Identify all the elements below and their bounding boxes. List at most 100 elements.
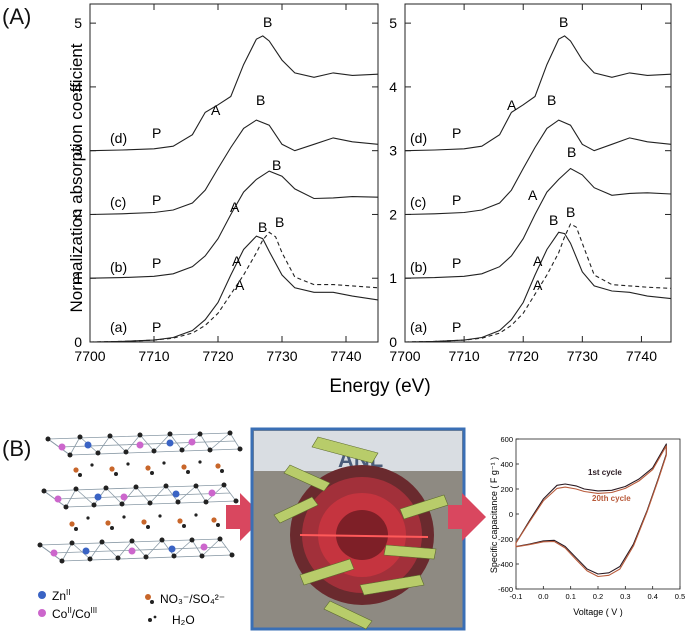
left-series-line <box>89 35 379 152</box>
cv-axis-ticks: -0.1 0.0 0.1 0.2 0.3 0.4 0.5 -600 -400 -200 0 200 40… <box>498 435 685 601</box>
water-marker <box>148 618 152 622</box>
cv-y-tick-label: 600 <box>500 435 513 444</box>
left-y-tick-label: 4 <box>74 79 82 95</box>
right-series-line <box>404 35 672 152</box>
right-label-d: (d) <box>410 130 427 146</box>
cv-y-tick-label: 400 <box>500 460 513 469</box>
left-curves <box>89 35 379 343</box>
left-label-b: (b) <box>110 259 127 275</box>
right-b-c: B <box>547 92 556 108</box>
right-a-a2: A <box>533 253 543 269</box>
cv-series-line <box>515 445 667 578</box>
left-label-c: (c) <box>110 194 126 210</box>
right-series-line <box>404 119 672 216</box>
zn-marker <box>38 591 46 599</box>
panel-b-figure: ZnII CoII/CoIII NO₃⁻/SO₄²⁻ H₂O ANL <box>37 427 685 631</box>
cv-x-tick-label: 0.5 <box>675 592 685 601</box>
cv-y-axis-label: Specific capacitance ( F g⁻¹ ) <box>489 457 499 573</box>
right-plot-frame <box>404 3 672 343</box>
laser-line <box>299 534 429 538</box>
nanosheet-shapes <box>273 436 449 630</box>
right-a-a: A <box>533 277 543 293</box>
right-x-tick-label: 7740 <box>626 348 657 364</box>
right-b-b: B <box>567 144 576 160</box>
left-b-c: B <box>256 92 265 108</box>
right-axis-ticks: 7700 7710 7720 7730 7740 0 1 2 3 4 5 <box>389 4 671 364</box>
cv-y-tick-label: -400 <box>498 560 513 569</box>
right-label-a: (a) <box>410 319 427 335</box>
right-y-tick-label: 2 <box>389 206 397 222</box>
right-y-tick-label: 3 <box>389 143 397 159</box>
right-label-c: (c) <box>410 194 426 210</box>
cv-x-tick-label: 0.3 <box>620 592 630 601</box>
left-x-tick-label: 7700 <box>74 348 105 364</box>
left-series-line <box>89 119 379 216</box>
left-b-d: B <box>263 14 272 30</box>
right-p-b: P <box>452 255 461 271</box>
right-x-tick-label: 7710 <box>449 348 480 364</box>
arrow-right-1 <box>226 493 264 541</box>
right-a-d: A <box>507 97 517 113</box>
panel-b-label: (B) <box>2 436 32 461</box>
right-y-tick-label: 5 <box>389 15 397 31</box>
right-x-tick-label: 7720 <box>508 348 539 364</box>
left-label-d: (d) <box>110 130 127 146</box>
left-y-tick-label: 2 <box>74 206 82 222</box>
left-series-line <box>89 231 379 343</box>
right-series-line <box>404 231 672 343</box>
x-axis-label: Energy (eV) <box>329 376 430 397</box>
right-series-line <box>404 167 672 279</box>
cv-x-tick-label: 0.1 <box>565 592 575 601</box>
right-b-d: B <box>559 14 568 30</box>
left-x-tick-label: 7740 <box>330 348 361 364</box>
cv-x-tick-label: 0.0 <box>538 592 548 601</box>
cv-x-tick-label: -0.1 <box>510 592 523 601</box>
left-plot-frame <box>89 3 379 343</box>
structure-legend: ZnII CoII/CoIII NO₃⁻/SO₄²⁻ H₂O <box>38 588 225 627</box>
left-a-d: A <box>211 102 221 118</box>
left-x-tick-label: 7710 <box>138 348 169 364</box>
right-label-b: (b) <box>410 259 427 275</box>
right-x-tick-label: 7730 <box>567 348 598 364</box>
left-a-b: A <box>230 199 240 215</box>
right-x-tick-label: 7700 <box>389 348 420 364</box>
left-b-b: B <box>272 157 281 173</box>
photo-panel: ANL <box>250 427 466 631</box>
cv-x-tick-label: 0.2 <box>593 592 603 601</box>
right-curves <box>404 35 672 343</box>
right-p-a: P <box>452 319 461 335</box>
left-series-line <box>89 170 379 279</box>
y-axis-label: Normalization absorption coefficient <box>67 43 86 312</box>
left-x-tick-label: 7720 <box>202 348 233 364</box>
left-series-line <box>89 235 379 343</box>
right-p-c: P <box>452 192 461 208</box>
arrow-right-2 <box>448 493 486 541</box>
right-series-line <box>404 223 672 343</box>
left-y-tick-label: 3 <box>74 143 82 159</box>
anion-marker <box>145 594 151 600</box>
left-p-b: P <box>152 255 161 271</box>
zn-legend-label: ZnII <box>52 588 70 603</box>
cv-plot-frame <box>515 438 681 590</box>
left-b-a2: B <box>275 214 284 230</box>
cv-x-tick-label: 0.4 <box>647 592 657 601</box>
left-a-a2: A <box>232 253 242 269</box>
left-x-tick-label: 7730 <box>266 348 297 364</box>
right-a-b: A <box>528 187 538 203</box>
cv-legend-1st: 1st cycle <box>588 468 622 477</box>
cv-curves <box>515 443 667 578</box>
right-y-tick-label: 1 <box>389 270 397 286</box>
left-label-a: (a) <box>110 319 127 335</box>
right-p-d: P <box>452 125 461 141</box>
left-p-a: P <box>152 319 161 335</box>
cv-chart: -0.1 0.0 0.1 0.2 0.3 0.4 0.5 -600 -400 -200 0 200 40… <box>489 435 685 617</box>
panel-a-label: (A) <box>2 4 32 29</box>
right-b-a: B <box>549 212 558 228</box>
left-y-tick-label: 5 <box>74 15 82 31</box>
cv-y-tick-label: 0 <box>509 510 513 519</box>
co-marker <box>38 609 46 617</box>
water-marker-h <box>153 615 157 619</box>
cv-x-axis-label: Voltage ( V ) <box>573 607 623 617</box>
cv-y-tick-label: -200 <box>498 535 513 544</box>
